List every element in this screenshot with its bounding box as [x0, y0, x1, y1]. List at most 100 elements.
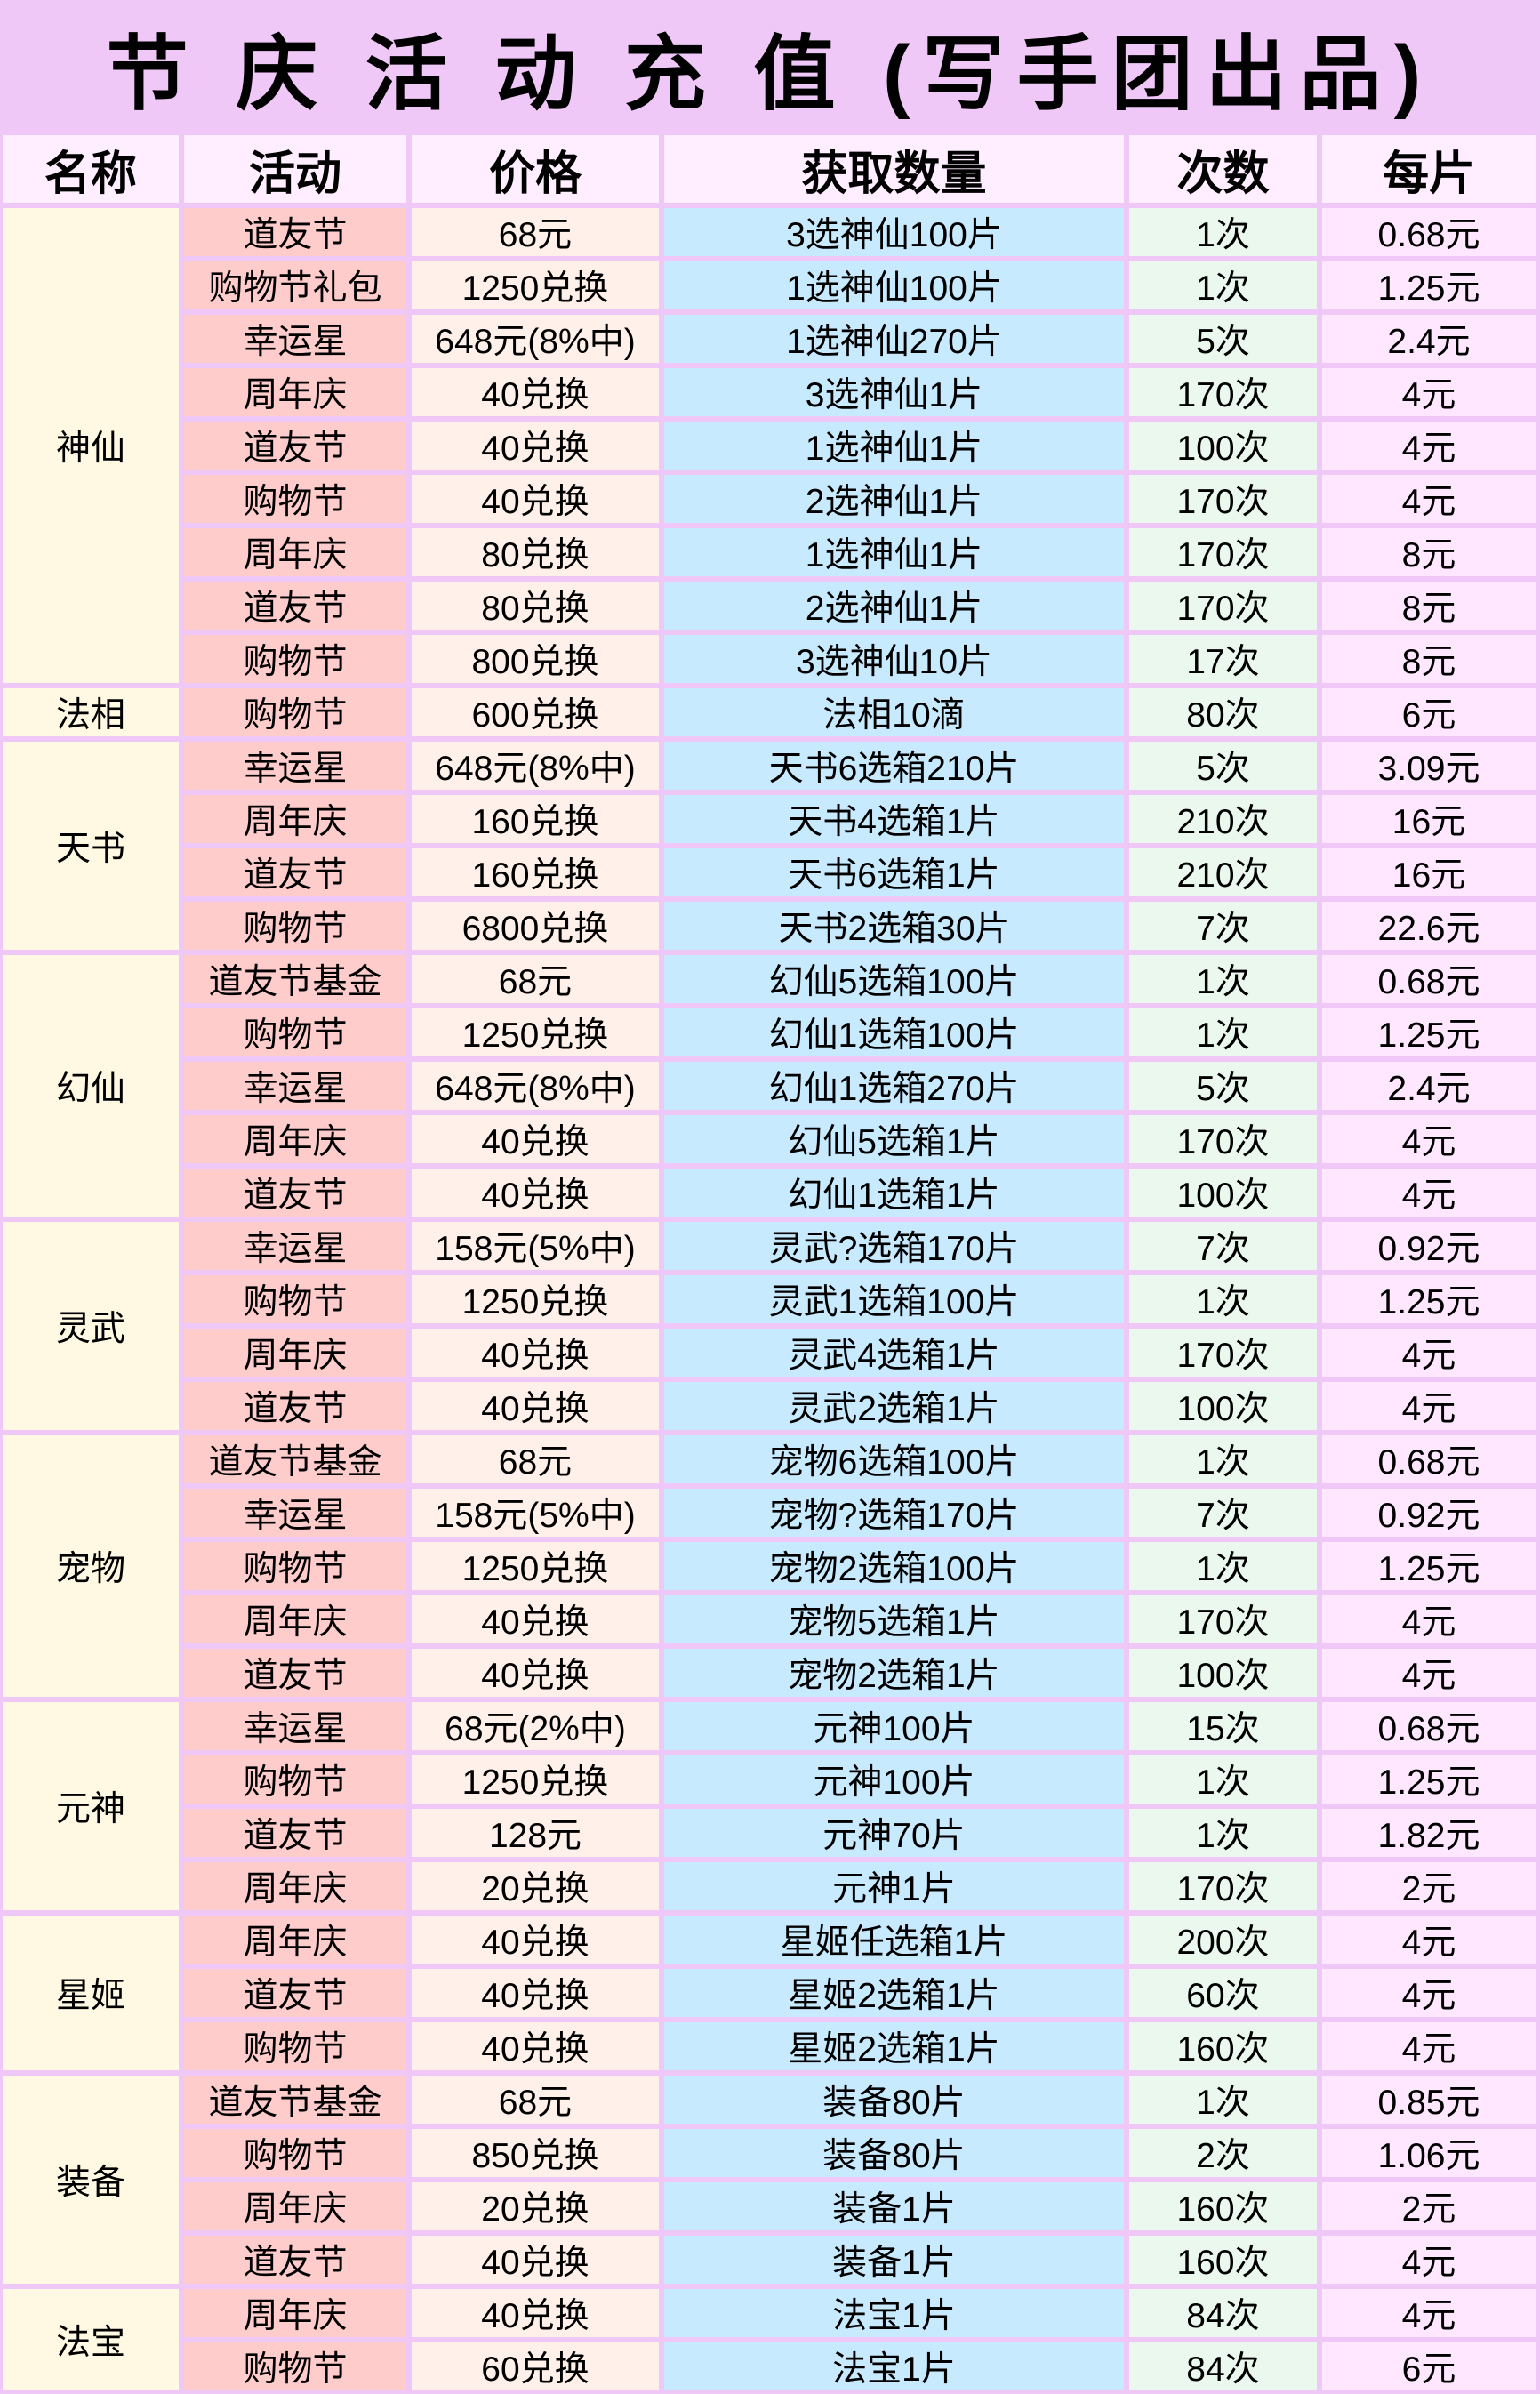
activity-cell: 幸运星 — [184, 1702, 406, 1750]
count-cell: 80次 — [1129, 688, 1317, 736]
price-cell: 68元 — [412, 955, 659, 1003]
header-count: 次数 — [1129, 135, 1317, 203]
per-piece-cell: 0.68元 — [1322, 1435, 1536, 1483]
price-cell: 158元(5%中) — [412, 1489, 659, 1537]
quantity-cell: 天书6选箱210片 — [664, 742, 1124, 790]
quantity-cell: 宠物5选箱1片 — [664, 1595, 1124, 1643]
header-quantity: 获取数量 — [664, 135, 1124, 203]
quantity-cell: 装备1片 — [664, 2182, 1124, 2230]
count-cell: 200次 — [1129, 1916, 1317, 1964]
quantity-cell: 幻仙5选箱100片 — [664, 955, 1124, 1003]
count-cell: 210次 — [1129, 795, 1317, 843]
per-piece-cell: 1.25元 — [1322, 1542, 1536, 1590]
price-cell: 1250兑换 — [412, 1275, 659, 1323]
per-piece-cell: 0.85元 — [1322, 2076, 1536, 2124]
quantity-cell: 星姬任选箱1片 — [664, 1916, 1124, 1964]
per-piece-cell: 0.92元 — [1322, 1222, 1536, 1270]
item-name-cell: 天书 — [3, 742, 179, 950]
activity-cell: 购物节 — [184, 688, 406, 736]
per-piece-cell: 4元 — [1322, 1649, 1536, 1697]
activity-cell: 周年庆 — [184, 528, 406, 576]
price-cell: 158元(5%中) — [412, 1222, 659, 1270]
price-cell: 128元 — [412, 1809, 659, 1857]
price-cell: 40兑换 — [412, 2022, 659, 2070]
per-piece-cell: 16元 — [1322, 848, 1536, 896]
price-cell: 80兑换 — [412, 528, 659, 576]
count-cell: 1次 — [1129, 1008, 1317, 1056]
item-name-cell: 灵武 — [3, 1222, 179, 1430]
count-cell: 84次 — [1129, 2289, 1317, 2337]
quantity-cell: 宠物2选箱1片 — [664, 1649, 1124, 1697]
recharge-table: 名称 活动 价格 获取数量 次数 每片 神仙 道友节 68元 3选神仙100片 1次 0.68元 购物节… — [0, 135, 1540, 2390]
per-piece-cell: 8元 — [1322, 528, 1536, 576]
activity-cell: 购物节 — [184, 1542, 406, 1590]
per-piece-cell: 2.4元 — [1322, 1062, 1536, 1110]
activity-cell: 购物节 — [184, 635, 406, 683]
per-piece-cell: 4元 — [1322, 1595, 1536, 1643]
per-piece-cell: 1.25元 — [1322, 1755, 1536, 1804]
per-piece-cell: 1.82元 — [1322, 1809, 1536, 1857]
activity-cell: 幸运星 — [184, 1222, 406, 1270]
per-piece-cell: 22.6元 — [1322, 902, 1536, 950]
per-piece-cell: 4元 — [1322, 368, 1536, 416]
price-cell: 800兑换 — [412, 635, 659, 683]
quantity-cell: 灵武1选箱100片 — [664, 1275, 1124, 1323]
price-cell: 68元(2%中) — [412, 1702, 659, 1750]
count-cell: 170次 — [1129, 1329, 1317, 1377]
item-name-cell: 神仙 — [3, 208, 179, 683]
activity-cell: 购物节礼包 — [184, 261, 406, 309]
price-cell: 1250兑换 — [412, 261, 659, 309]
per-piece-cell: 4元 — [1322, 1329, 1536, 1377]
quantity-cell: 灵武?选箱170片 — [664, 1222, 1124, 1270]
quantity-cell: 1选神仙100片 — [664, 261, 1124, 309]
price-cell: 40兑换 — [412, 1969, 659, 2017]
quantity-cell: 幻仙1选箱270片 — [664, 1062, 1124, 1110]
price-cell: 6800兑换 — [412, 902, 659, 950]
activity-cell: 道友节 — [184, 208, 406, 256]
price-cell: 1250兑换 — [412, 1008, 659, 1056]
activity-cell: 道友节 — [184, 422, 406, 470]
price-cell: 68元 — [412, 2076, 659, 2124]
activity-cell: 周年庆 — [184, 368, 406, 416]
per-piece-cell: 4元 — [1322, 1969, 1536, 2017]
activity-cell: 购物节 — [184, 1008, 406, 1056]
item-name-cell: 法相 — [3, 688, 179, 736]
per-piece-cell: 6元 — [1322, 2342, 1536, 2390]
count-cell: 170次 — [1129, 528, 1317, 576]
quantity-cell: 法宝1片 — [664, 2342, 1124, 2390]
price-cell: 1250兑换 — [412, 1542, 659, 1590]
price-cell: 20兑换 — [412, 1862, 659, 1910]
activity-cell: 幸运星 — [184, 315, 406, 363]
per-piece-cell: 4元 — [1322, 1916, 1536, 1964]
per-piece-cell: 4元 — [1322, 475, 1536, 523]
activity-cell: 购物节 — [184, 1275, 406, 1323]
page-title: 节 庆 活 动 充 值 (写手团出品) — [106, 28, 1434, 120]
count-cell: 170次 — [1129, 1595, 1317, 1643]
count-cell: 60次 — [1129, 1969, 1317, 2017]
price-cell: 40兑换 — [412, 1916, 659, 1964]
activity-cell: 道友节 — [184, 1382, 406, 1430]
count-cell: 100次 — [1129, 1649, 1317, 1697]
count-cell: 1次 — [1129, 1755, 1317, 1804]
quantity-cell: 天书4选箱1片 — [664, 795, 1124, 843]
activity-cell: 幸运星 — [184, 742, 406, 790]
count-cell: 84次 — [1129, 2342, 1317, 2390]
price-cell: 160兑换 — [412, 848, 659, 896]
activity-cell: 道友节基金 — [184, 2076, 406, 2124]
price-cell: 648元(8%中) — [412, 315, 659, 363]
per-piece-cell: 1.25元 — [1322, 261, 1536, 309]
count-cell: 1次 — [1129, 1809, 1317, 1857]
price-cell: 60兑换 — [412, 2342, 659, 2390]
count-cell: 100次 — [1129, 1382, 1317, 1430]
quantity-cell: 幻仙5选箱1片 — [664, 1115, 1124, 1163]
per-piece-cell: 6元 — [1322, 688, 1536, 736]
count-cell: 170次 — [1129, 1862, 1317, 1910]
per-piece-cell: 2元 — [1322, 2182, 1536, 2230]
per-piece-cell: 0.68元 — [1322, 955, 1536, 1003]
activity-cell: 周年庆 — [184, 1595, 406, 1643]
quantity-cell: 1选神仙1片 — [664, 528, 1124, 576]
price-cell: 40兑换 — [412, 1169, 659, 1217]
activity-cell: 道友节 — [184, 1649, 406, 1697]
quantity-cell: 天书6选箱1片 — [664, 848, 1124, 896]
count-cell: 160次 — [1129, 2182, 1317, 2230]
